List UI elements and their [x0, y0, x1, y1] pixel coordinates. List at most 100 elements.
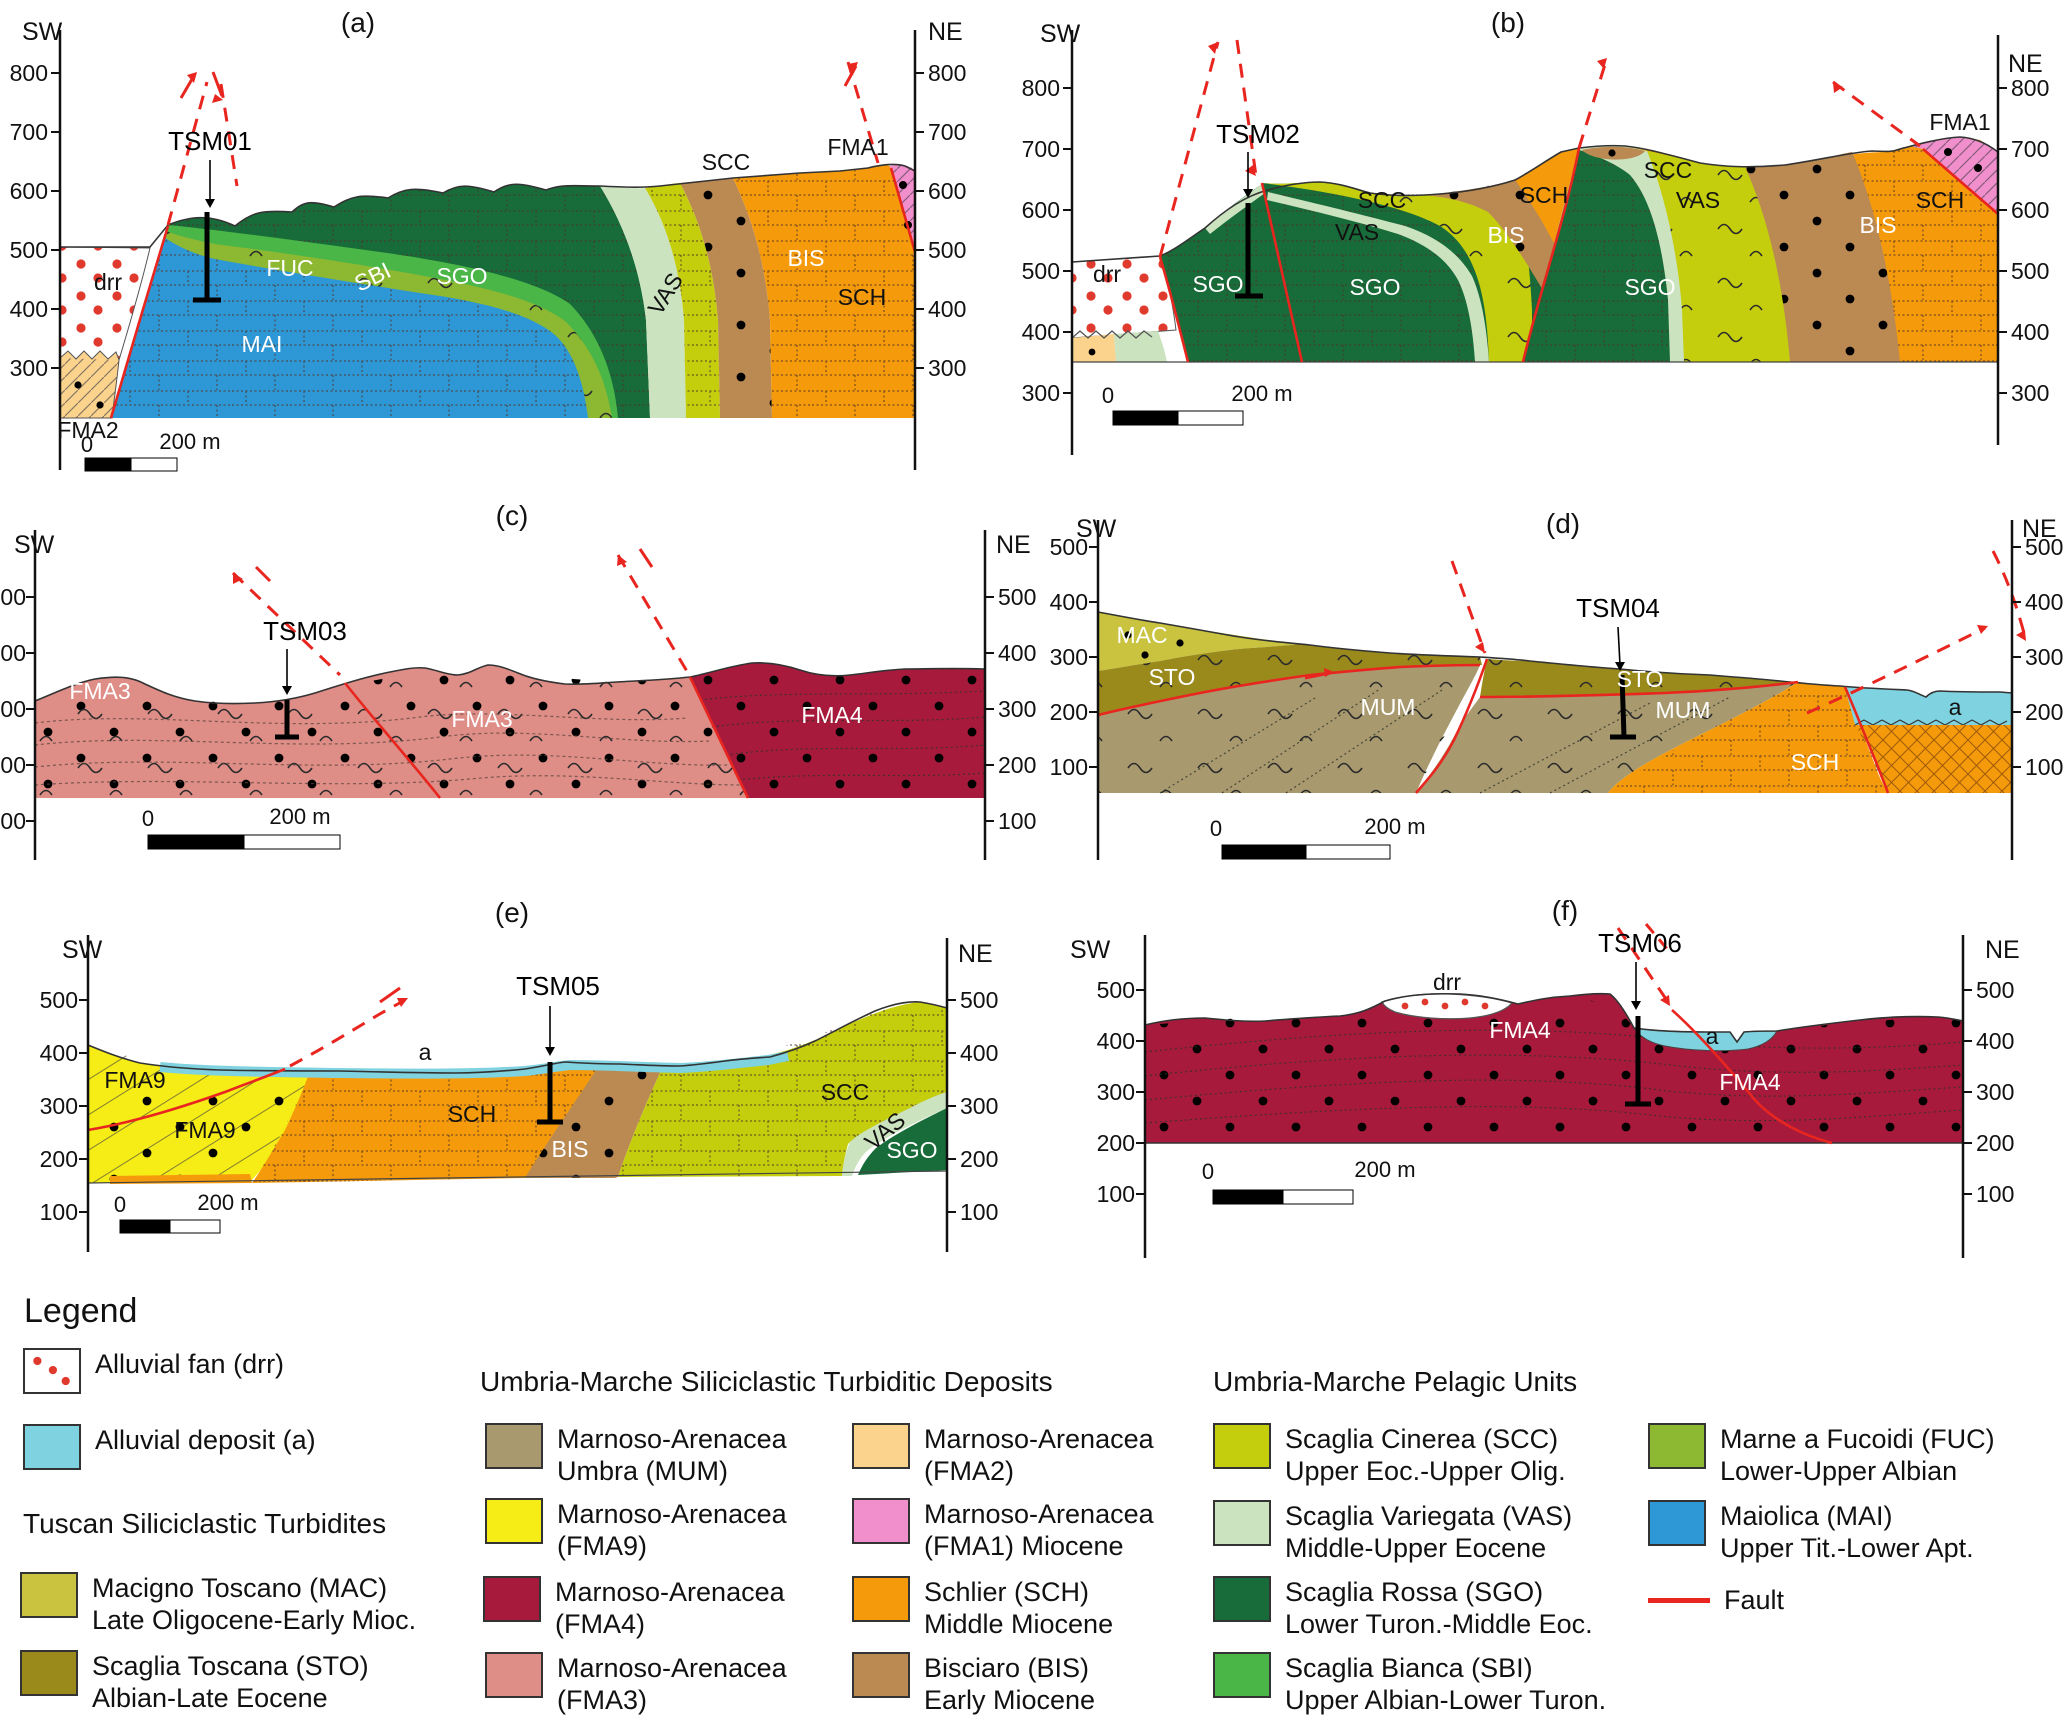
- ne-label: NE: [1985, 936, 2020, 964]
- axis-tick-label: 300: [1097, 1079, 1135, 1105]
- unit-label-mum2: MUM: [1656, 697, 1711, 723]
- sw-axis-ticks: 500 400 300 200 100: [0, 584, 35, 834]
- fault-dashed: [219, 83, 239, 187]
- sw-label: SW: [1076, 515, 1117, 543]
- fma3-bedding: [34, 732, 711, 746]
- legend-label: Marnoso-Arenacea (FMA3): [557, 1653, 787, 1715]
- scale-zero: 0: [142, 806, 154, 831]
- unit-fma3-tildes: [35, 672, 748, 798]
- axis-tick-label: 200: [0, 752, 26, 778]
- fma3-swatch-icon: [485, 1652, 543, 1698]
- drr-dot: [1461, 998, 1469, 1006]
- borehole-label: TSM04: [1576, 593, 1660, 623]
- unit-sto2-texture: [1480, 659, 1798, 697]
- legend-item-scc: Scaglia Cinerea (SCC) Upper Eoc.-Upper Ol…: [1213, 1423, 1566, 1487]
- legend-label: Schlier (SCH) Middle Miocene: [924, 1577, 1114, 1639]
- fma2-dot: [74, 381, 82, 389]
- legend-item-bis: Bisciaro (BIS) Early Miocene: [852, 1652, 1095, 1716]
- fma4-bedding: [1144, 1029, 1964, 1053]
- unit-fma4-texture: [690, 665, 985, 798]
- legend-label: Scaglia Rossa (SGO) Lower Turon.-Middle E…: [1285, 1577, 1593, 1639]
- unit-fma2-sliver: [1072, 334, 1116, 362]
- axis-tick-label: 400: [960, 1040, 998, 1066]
- mum1-bedding: [1159, 697, 1316, 794]
- axis-tick-label: 500: [1022, 258, 1060, 284]
- legend-title: Legend: [24, 1292, 138, 1330]
- a-base-zigzag: [1854, 719, 2008, 726]
- fault-dashed: [289, 998, 406, 1068]
- sch-swatch-icon: [852, 1576, 910, 1622]
- labels-d: MAC STO STO MUM MUM SCH a: [1116, 622, 1961, 775]
- scale-bar-white: [130, 457, 178, 472]
- terrain-surface: [1144, 992, 1964, 1044]
- scale-zero: 0: [1202, 1159, 1214, 1184]
- mum2-bedding: [1549, 696, 1731, 794]
- fault-line: [1521, 147, 1581, 363]
- legend-label: Scaglia Cinerea (SCC) Upper Eoc.-Upper Ol…: [1285, 1424, 1566, 1486]
- unit-label-bis: BIS: [787, 245, 824, 271]
- axis-tick-label: 700: [10, 119, 48, 145]
- borehole-tsm01: TSM01: [168, 126, 252, 303]
- fma9-swatch-icon: [485, 1498, 543, 1544]
- unit-label-fma4b: FMA4: [1719, 1069, 1781, 1095]
- unit-label-bis: BIS: [551, 1136, 588, 1162]
- terrain-surface: [60, 163, 916, 248]
- axis-tick-label: 300: [40, 1093, 78, 1119]
- axis-tick-label: 800: [2011, 75, 2049, 101]
- scale-bar: 0 200 m: [1202, 1157, 1416, 1205]
- scale-bar: 0 200 m: [114, 1190, 259, 1234]
- fault-arrow-icon: [1597, 58, 1607, 69]
- borehole-line: [1619, 674, 1627, 738]
- unit-vas-region: [842, 1092, 947, 1176]
- scale-bar-white: [169, 1219, 221, 1234]
- axis-tick-label: 300: [1976, 1079, 2014, 1105]
- vas-swatch-icon: [1213, 1500, 1271, 1546]
- borehole-arrowhead: [205, 199, 215, 208]
- axis-tick-label: 400: [2025, 589, 2063, 615]
- scale-bar-black: [1221, 844, 1307, 860]
- legend-item-fma3: Marnoso-Arenacea (FMA3): [485, 1652, 787, 1716]
- legend-item-sgo: Scaglia Rossa (SGO) Lower Turon.-Middle E…: [1213, 1576, 1593, 1640]
- section-base: [87, 1170, 948, 1184]
- axis-tick-label: 600: [1022, 197, 1060, 223]
- unit-sgo1-texture: [1160, 184, 1302, 362]
- unit-label-fma2: FMA2: [57, 417, 118, 443]
- borehole-arrowhead: [1243, 189, 1253, 198]
- ne-axis-ticks: 800 700 600 500 400 300: [1998, 75, 2049, 406]
- geology-a: [59, 61, 917, 419]
- fault-line: [1671, 1009, 1833, 1145]
- sbi-swatch-icon: [1213, 1652, 1271, 1698]
- unit-label-sch: SCH: [1791, 749, 1840, 775]
- scale-zero: 0: [114, 1192, 126, 1217]
- axis-tick-label: 500: [0, 584, 26, 610]
- sto-swatch-icon: [20, 1650, 78, 1696]
- axis-tick-label: 100: [40, 1199, 78, 1225]
- sliver-zigzag: [1071, 330, 1153, 339]
- sw-label: SW: [1070, 936, 1111, 964]
- geology-b: [1071, 39, 1999, 363]
- legend-item-fma4: Marnoso-Arenacea (FMA4): [483, 1576, 785, 1640]
- fault-arrow-icon: [397, 998, 408, 1007]
- mum-swatch-icon: [485, 1423, 543, 1469]
- fma3-bedding: [34, 713, 689, 725]
- unit-label-scc2: SCC: [1644, 157, 1693, 183]
- legend-item-fuc: Marne a Fucoidi (FUC) Lower-Upper Albian: [1648, 1423, 1995, 1487]
- panel-title: (a): [341, 7, 375, 38]
- unit-label-fma3b: FMA3: [451, 706, 512, 732]
- fault-dashed: [1806, 626, 1986, 715]
- unit-label-drr: drr: [94, 269, 122, 295]
- terrain-surface: [87, 1001, 948, 1074]
- scale-bar-black: [1112, 410, 1179, 426]
- legend-item-sto: Scaglia Toscana (STO) Albian-Late Eocene: [20, 1650, 369, 1714]
- unit-drr-region: [1071, 255, 1177, 339]
- unit-mai-texture: [111, 237, 588, 418]
- axis-tick-label: 300: [960, 1093, 998, 1119]
- unit-label-sgo3: SGO: [1624, 274, 1675, 300]
- unit-label-sch: SCH: [448, 1101, 497, 1127]
- legend-label: Fault: [1724, 1585, 1785, 1615]
- ne-label: NE: [958, 940, 993, 968]
- axis-tick-label: 500: [928, 237, 966, 263]
- sw-label: SW: [62, 936, 103, 964]
- legend-label: Marnoso-Arenacea Umbra (MUM): [557, 1424, 787, 1486]
